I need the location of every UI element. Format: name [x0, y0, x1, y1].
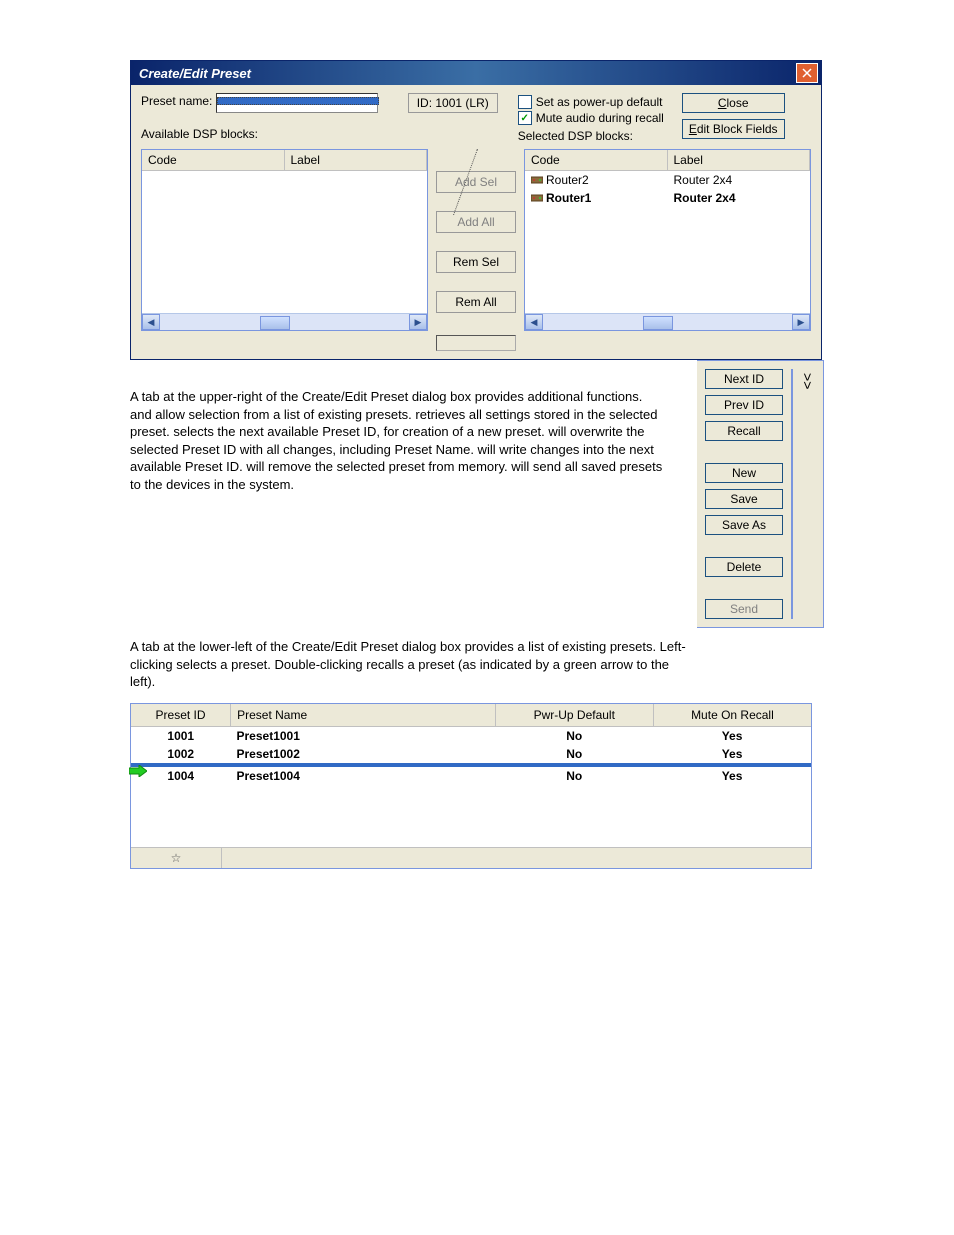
mute-audio-checkbox[interactable]: ✓ [518, 111, 532, 125]
row-pwrup-default: No [495, 767, 653, 785]
dialog-titlebar: Create/Edit Preset [131, 61, 821, 85]
available-col-label: Label [285, 150, 428, 170]
create-edit-preset-dialog: Create/Edit Preset Preset name: Availabl… [130, 60, 822, 360]
add-sel-button[interactable]: Add Sel [436, 171, 516, 193]
available-dsp-label: Available DSP blocks: [141, 127, 378, 141]
dialog-title: Create/Edit Preset [139, 66, 251, 81]
col-pwrup-default: Pwr-Up Default [496, 704, 654, 726]
rem-all-button[interactable]: Rem All [436, 291, 516, 313]
next-id-button[interactable]: Next ID [705, 369, 783, 389]
col-preset-id: Preset ID [131, 704, 231, 726]
row-code: Router2 [546, 173, 589, 187]
row-mute-on-recall: Yes [653, 767, 811, 785]
row-code: Router1 [546, 191, 591, 205]
row-preset-name: Preset1004 [231, 767, 496, 785]
prev-id-button[interactable]: Prev ID [705, 395, 783, 415]
text-selection [217, 97, 379, 105]
row-mute-on-recall: Yes [653, 727, 811, 745]
add-all-button[interactable]: Add All [436, 211, 516, 233]
selected-list-box[interactable]: Code Label Router2Router 2x4Router1Route… [524, 149, 811, 331]
row-label: Router 2x4 [668, 189, 811, 207]
row-label: Router 2x4 [668, 171, 811, 189]
router-icon [531, 192, 543, 204]
save-as-button[interactable]: Save As [705, 515, 783, 535]
available-h-scrollbar[interactable]: ◀ ▶ [142, 313, 427, 330]
selected-col-code: Code [525, 150, 668, 170]
powerup-default-label: Set as power-up default [536, 95, 663, 109]
available-dsp-list: Code Label ◀ ▶ [141, 149, 428, 351]
progress-indicator [436, 335, 516, 351]
available-rows [142, 171, 427, 313]
recall-button[interactable]: Recall [705, 421, 783, 441]
scroll-track[interactable] [543, 316, 792, 328]
available-list-header: Code Label [142, 150, 427, 171]
selected-col-label: Label [668, 150, 811, 170]
scroll-left-icon[interactable]: ◀ [142, 314, 160, 330]
delete-button[interactable]: Delete [705, 557, 783, 577]
list-item[interactable]: Router2 Router 2x4 [525, 171, 810, 189]
row-mute-on-recall: Yes [653, 745, 811, 763]
preset-name-input[interactable] [216, 93, 378, 113]
row-preset-id: 1001 [131, 727, 231, 745]
new-button[interactable]: New [705, 463, 783, 483]
selected-rows: Router2 Router 2x4 Router1 Router 2x4 [525, 171, 810, 313]
row-preset-id: 1002 [131, 745, 231, 763]
rem-sel-button[interactable]: Rem Sel [436, 251, 516, 273]
close-icon[interactable] [796, 63, 818, 83]
col-preset-name: Preset Name [231, 704, 496, 726]
send-button[interactable]: Send [705, 599, 783, 619]
preset-name-label: Preset name: [141, 94, 212, 108]
mute-audio-label: Mute audio during recall [536, 111, 664, 125]
upper-right-tab-description: A tab at the upper-right of the Create/E… [130, 388, 667, 493]
selected-dsp-label: Selected DSP blocks: [518, 129, 664, 143]
available-list-box[interactable]: Code Label ◀ ▶ [141, 149, 428, 331]
edit-block-fields-button[interactable]: Edit Block Fields [682, 119, 785, 139]
row-pwrup-default: No [495, 727, 653, 745]
preset-list-footer: ☆ [131, 847, 811, 868]
table-row[interactable]: 1001Preset1001NoYes [131, 727, 811, 745]
table-row[interactable]: 1004Preset1004NoYes [131, 767, 811, 785]
router-icon [531, 174, 543, 186]
preset-id-label: ID: 1001 (LR) [408, 93, 498, 113]
lower-left-tab-description: A tab at the lower-left of the Create/Ed… [130, 638, 690, 691]
scroll-left-icon[interactable]: ◀ [525, 314, 543, 330]
row-preset-name: Preset1001 [231, 727, 496, 745]
save-button[interactable]: Save [705, 489, 783, 509]
table-row[interactable]: 1002Preset1002NoYes [131, 745, 811, 763]
row-pwrup-default: No [495, 745, 653, 763]
row-preset-name: Preset1002 [231, 745, 496, 763]
powerup-default-checkbox[interactable] [518, 95, 532, 109]
row-preset-id: 1004 [131, 767, 231, 785]
scroll-thumb[interactable] [643, 316, 673, 330]
preset-actions-panel: Next ID Prev ID Recall New Save Save As … [697, 360, 824, 628]
preset-list-header: Preset ID Preset Name Pwr-Up Default Mut… [131, 704, 811, 727]
preset-list-panel: Preset ID Preset Name Pwr-Up Default Mut… [130, 703, 812, 869]
list-item[interactable]: Router1 Router 2x4 [525, 189, 810, 207]
selected-dsp-list: Code Label Router2Router 2x4Router1Route… [524, 149, 811, 351]
scroll-thumb[interactable] [260, 316, 290, 330]
transfer-buttons: Add Sel Add All Rem Sel Rem All [436, 149, 516, 351]
close-button[interactable]: Close [682, 93, 785, 113]
scroll-track[interactable] [160, 316, 409, 328]
scroll-right-icon[interactable]: ▶ [409, 314, 427, 330]
available-col-code: Code [142, 150, 285, 170]
selected-list-header: Code Label [525, 150, 810, 171]
selected-h-scrollbar[interactable]: ◀ ▶ [525, 313, 810, 330]
panel-collapse-toggle[interactable]: << [799, 369, 815, 393]
preset-list-body[interactable]: 1001Preset1001NoYes1002Preset1002NoYes10… [131, 727, 811, 847]
col-mute-on-recall: Mute On Recall [654, 704, 811, 726]
scroll-right-icon[interactable]: ▶ [792, 314, 810, 330]
dialog-body: Preset name: Available DSP blocks: ID: 1… [131, 85, 821, 359]
footer-glyph[interactable]: ☆ [131, 848, 222, 868]
